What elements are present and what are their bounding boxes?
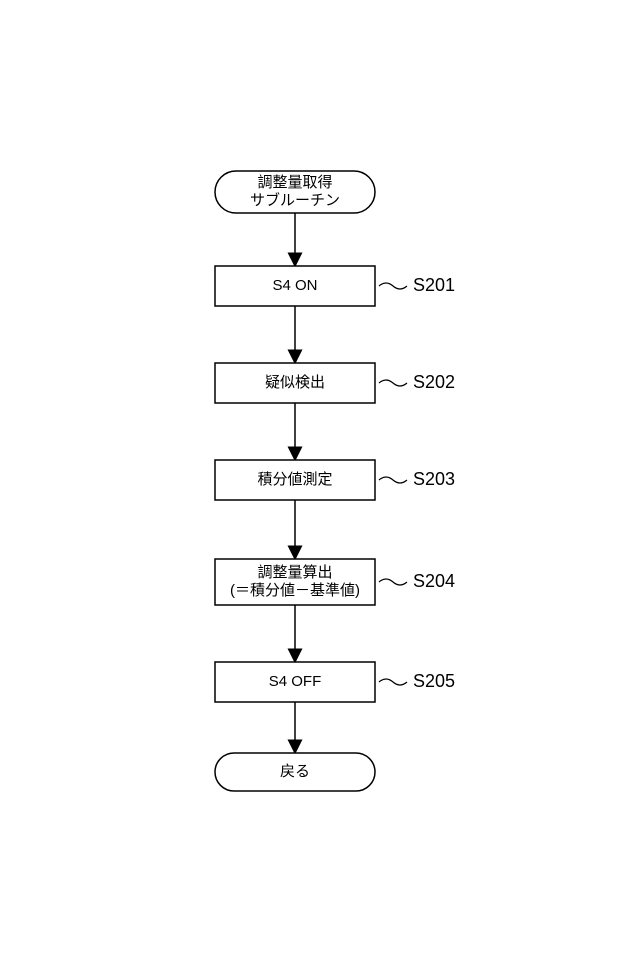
step-label: S202 — [413, 372, 455, 392]
label-connector — [379, 477, 407, 483]
label-connector — [379, 679, 407, 685]
step-label: S205 — [413, 671, 455, 691]
flow-node-s201: S4 ON S201 — [215, 266, 455, 306]
step-label: S204 — [413, 571, 455, 591]
flow-node-s203: 積分値測定 S203 — [215, 460, 455, 500]
node-text: 積分値測定 — [257, 471, 332, 488]
flow-node-end: 戻る — [215, 753, 375, 791]
flow-node-s205: S4 OFF S205 — [215, 662, 455, 702]
step-label: S201 — [413, 275, 455, 295]
node-text: 調整量算出 — [257, 563, 332, 581]
node-text: 戻る — [280, 763, 310, 780]
flowchart-svg: 調整量取得サブルーチン S4 ON S201 疑似検出 S202 積分値測定 S203 調整量… — [0, 0, 640, 965]
flow-node-start: 調整量取得サブルーチン — [215, 171, 375, 213]
label-connector — [379, 380, 407, 386]
flow-node-s204: 調整量算出(＝積分値－基準値) S204 — [215, 559, 455, 605]
label-connector — [379, 579, 407, 585]
node-text: S4 ON — [272, 277, 317, 294]
flow-node-s202: 疑似検出 S202 — [215, 363, 455, 403]
node-text: 調整量取得 — [257, 174, 332, 191]
node-text: (＝積分値－基準値) — [230, 582, 360, 599]
node-text: 疑似検出 — [265, 374, 325, 391]
node-text: S4 OFF — [269, 673, 322, 690]
label-connector — [379, 283, 407, 289]
step-label: S203 — [413, 469, 455, 489]
node-text: サブルーチン — [250, 191, 340, 209]
